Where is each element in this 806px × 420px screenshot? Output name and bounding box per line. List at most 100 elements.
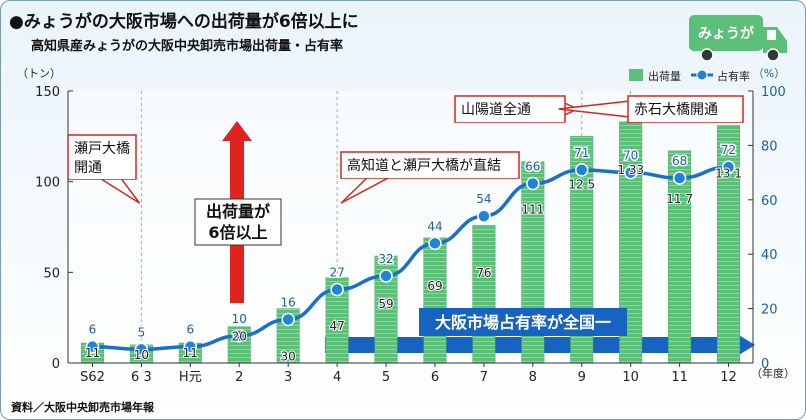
line-point — [232, 329, 246, 343]
up-arrow-head — [222, 121, 252, 141]
x-tick-label: S62 — [80, 370, 105, 385]
bar-data-label: 111 — [521, 203, 544, 217]
y-left-tick-label: 50 — [43, 266, 60, 281]
bar-data-label: 47 — [329, 319, 344, 333]
line-point — [721, 160, 736, 174]
line-data-label: 27 — [329, 266, 344, 280]
x-tick-label: 6 3 — [131, 370, 152, 385]
bar-data-label: 30 — [281, 350, 296, 364]
truck-logo-text: みょうが — [698, 25, 755, 42]
callout-akashi-cover — [629, 116, 742, 122]
y-right-tick-label: 0 — [761, 357, 769, 372]
bar-data-label: 59 — [378, 297, 393, 311]
bar-data-label: 11 — [183, 346, 198, 360]
line-point — [85, 339, 100, 354]
y-left-tick-label: 150 — [35, 85, 60, 100]
up-arrow-textbox — [194, 198, 282, 246]
share-arrow-label-box — [419, 308, 627, 336]
y-right-tick-label: 60 — [761, 194, 778, 209]
x-tick-label: 11 — [671, 370, 688, 385]
truck-logo-icon: みょうが — [689, 15, 787, 62]
line-data-label: 6 — [89, 323, 97, 337]
truck-wheel-front — [766, 48, 780, 62]
bar-data-label: 1 33 — [617, 163, 644, 177]
x-tick-label: 4 — [333, 370, 341, 385]
y-left-tick-label: 100 — [35, 176, 60, 191]
x-tick-label: 8 — [529, 370, 537, 385]
line-data-label: 54 — [476, 192, 491, 206]
x-tick-label: 5 — [382, 370, 390, 385]
x-tick-label: 6 — [431, 370, 439, 385]
share-arrow-label: 大阪市場占有率が全国一 — [435, 313, 611, 332]
up-arrow-text-line: 出荷量が — [206, 202, 270, 221]
x-axis-title: （年度） — [751, 366, 795, 380]
y-right-tick-label: 40 — [761, 248, 778, 263]
truck-body — [689, 15, 763, 51]
callout-kochi-cover — [342, 172, 518, 178]
plot-area — [68, 91, 753, 363]
chart-subtitle: 高知県産みょうがの大阪中央卸売市場出荷量・占有率 — [31, 39, 344, 54]
line-series — [85, 160, 736, 357]
y-right-axis-title: （%） — [753, 67, 785, 80]
line-point — [428, 236, 442, 251]
plot-background — [68, 91, 753, 363]
line-point — [477, 209, 491, 223]
callout-sanyo-cover — [456, 116, 564, 122]
line-point — [281, 312, 295, 327]
bar-data-label: 76 — [476, 266, 491, 280]
legend-label-bar: 出荷量 — [648, 69, 681, 83]
x-tick-label: 10 — [622, 370, 639, 385]
line-data-label: 5 — [138, 325, 146, 339]
bar — [472, 224, 496, 364]
x-tick-label: H元 — [179, 370, 202, 385]
line-data-label: 68 — [672, 154, 687, 168]
line-data-label: 6 — [187, 323, 195, 337]
chart-title: ●みょうがの大阪市場への出荷量が6倍以上に — [9, 12, 359, 32]
line-data-label: 71 — [574, 146, 589, 160]
bar-data-label: 11 7 — [666, 192, 693, 206]
line-data-label: 10 — [232, 312, 247, 326]
line-data-label: 16 — [281, 295, 296, 309]
y-left-tick-label: 0 — [52, 357, 60, 372]
line-point — [575, 163, 589, 177]
truck-wheel-rear — [700, 48, 714, 62]
line-point — [330, 282, 344, 297]
bar-data-label: 10 — [134, 348, 149, 362]
callout-seto-text: 開通 — [74, 160, 102, 176]
y-right-tick-label: 100 — [761, 85, 786, 100]
x-tick-label: 2 — [235, 370, 243, 385]
line-point — [379, 269, 393, 283]
bar-data-label: 11 — [85, 346, 100, 360]
legend-swatch-bar — [629, 69, 643, 81]
line-data-label: 32 — [378, 252, 393, 266]
callout-sanyo-text: 山陽道全通 — [461, 101, 531, 118]
x-tick-label: 7 — [480, 370, 488, 385]
line-data-label: 72 — [721, 143, 736, 157]
y-left-axis-title: （トン） — [17, 67, 61, 80]
x-tick-label: 9 — [578, 370, 586, 385]
chart-legend: 出荷量 占有率 — [629, 69, 750, 83]
line-point — [623, 165, 638, 180]
line-data-label: 44 — [427, 219, 442, 233]
x-tick-label: 12 — [720, 370, 737, 385]
bar — [423, 237, 447, 364]
callout-kochi-text: 高知道と瀬戸大橋が直結 — [347, 157, 501, 174]
bar-data-label: 20 — [232, 330, 247, 344]
line-data-label: 70 — [623, 149, 638, 163]
callout-seto-text: 瀬戸大橋 — [74, 141, 130, 157]
line-point — [672, 171, 687, 185]
y-right-tick-label: 20 — [761, 303, 778, 318]
callout-akashi-text: 赤石大橋開通 — [634, 102, 718, 118]
bar-data-label: 69 — [427, 279, 442, 293]
line-data-label: 66 — [525, 159, 540, 173]
share-line — [92, 165, 729, 352]
callout-seto-box — [67, 134, 137, 180]
line-point — [183, 339, 198, 354]
line-point — [526, 176, 540, 191]
source-note: 資料／大阪中央卸売市場年報 — [11, 401, 154, 414]
legend-label-line: 占有率 — [717, 69, 750, 83]
